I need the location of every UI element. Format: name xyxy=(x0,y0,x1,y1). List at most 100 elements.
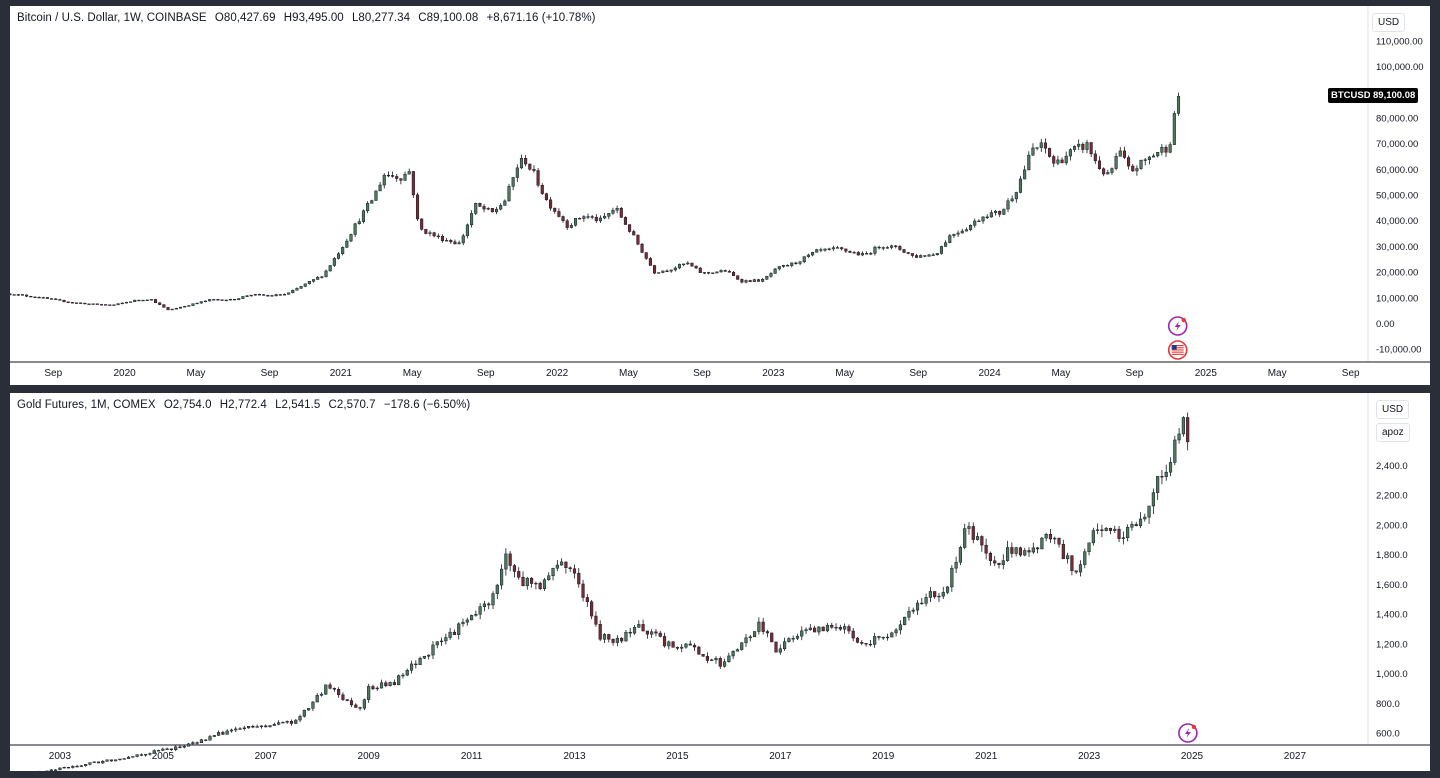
candle xyxy=(33,296,37,298)
candle xyxy=(869,252,873,256)
btc-symbol: Bitcoin / U.S. Dollar, 1W, COINBASE xyxy=(17,12,207,24)
btc-last-price-value: 89,100.08 xyxy=(1370,87,1419,103)
candle xyxy=(977,219,981,223)
candle xyxy=(557,208,561,218)
candle xyxy=(495,583,499,600)
candle xyxy=(1131,164,1135,172)
candle xyxy=(894,628,898,637)
btc-x-tick-label: 2024 xyxy=(978,368,1001,379)
candle xyxy=(898,245,902,251)
candle xyxy=(969,224,973,232)
candle xyxy=(528,163,532,171)
candle xyxy=(141,299,145,302)
candle xyxy=(761,277,765,283)
btc-y-tick-label: 10,000.00 xyxy=(1376,293,1418,304)
candle xyxy=(204,739,208,742)
btc-candles xyxy=(10,92,1181,311)
candle xyxy=(79,302,83,304)
candle xyxy=(1168,142,1172,154)
candle xyxy=(827,247,831,251)
gold-unit-button[interactable]: apoz xyxy=(1376,423,1410,442)
candle xyxy=(950,565,954,592)
candle xyxy=(470,210,474,228)
candle xyxy=(88,762,92,766)
candle xyxy=(212,735,216,737)
candle xyxy=(469,614,474,621)
candle xyxy=(673,266,677,272)
gold-x-tick-label: 2017 xyxy=(769,751,792,762)
candle xyxy=(487,602,491,610)
candle xyxy=(1085,139,1089,154)
candle xyxy=(851,628,855,642)
gold-x-tick-label: 2007 xyxy=(255,751,278,762)
candle xyxy=(105,759,109,762)
candle xyxy=(1122,146,1126,160)
candle xyxy=(170,308,174,311)
gold-y-tick-label: 2,200.0 xyxy=(1376,491,1408,502)
btc-us-flag-event-icon[interactable] xyxy=(1167,340,1188,360)
gold-x-tick-label: 2015 xyxy=(666,751,689,762)
gold-close: C2,570.7 xyxy=(328,399,376,411)
gold-currency-button[interactable]: USD xyxy=(1376,400,1410,419)
candle xyxy=(628,627,632,638)
candle xyxy=(95,303,99,305)
candle xyxy=(285,720,289,724)
btc-chart-pane[interactable]: -10,000.00 0.00 10,000.00 20,000.00 30,000.0… xyxy=(10,6,1430,385)
candle xyxy=(287,292,291,295)
candle xyxy=(407,168,411,175)
candle xyxy=(245,295,249,297)
candle xyxy=(299,286,303,289)
candle xyxy=(761,617,765,635)
candle xyxy=(920,597,924,605)
candle xyxy=(1052,154,1056,168)
candle xyxy=(75,764,79,768)
candle xyxy=(658,630,662,638)
candle xyxy=(941,586,945,600)
candle xyxy=(988,551,993,566)
candle xyxy=(99,304,104,306)
btc-currency-button[interactable]: USD xyxy=(1372,13,1406,32)
candle xyxy=(391,171,395,178)
candle xyxy=(590,214,594,220)
candle xyxy=(272,722,276,726)
candle xyxy=(71,765,75,769)
candle xyxy=(881,246,885,251)
candle xyxy=(1064,151,1068,166)
candle xyxy=(702,272,706,275)
candle xyxy=(898,620,902,635)
candle xyxy=(532,165,536,173)
candle xyxy=(714,656,718,664)
candle xyxy=(637,620,641,629)
candle xyxy=(74,302,79,304)
candle xyxy=(1081,142,1085,153)
candle xyxy=(1118,147,1122,157)
btc-lightning-event-icon[interactable] xyxy=(1167,316,1188,336)
candle xyxy=(1134,521,1138,527)
btc-chart-svg[interactable]: -10,000.00 0.00 10,000.00 20,000.00 30,000.0… xyxy=(10,6,1430,385)
candle xyxy=(952,233,956,239)
candle xyxy=(145,299,149,301)
candle xyxy=(436,233,440,239)
gold-lightning-event-icon[interactable] xyxy=(1178,723,1198,743)
candle xyxy=(379,679,384,689)
candle xyxy=(1126,524,1130,542)
candle xyxy=(848,250,852,254)
candle xyxy=(1014,191,1018,203)
candle xyxy=(847,624,851,634)
candle xyxy=(452,629,456,635)
candle xyxy=(960,228,964,234)
candle xyxy=(241,296,245,299)
candle xyxy=(1087,542,1091,556)
candle xyxy=(424,229,428,235)
btc-y-tick-label: 110,000.00 xyxy=(1376,36,1423,47)
candle xyxy=(624,629,628,642)
candle xyxy=(315,693,319,703)
candle xyxy=(910,253,914,258)
candle xyxy=(565,219,569,230)
candle xyxy=(229,728,234,733)
candle xyxy=(428,230,432,237)
gold-chart-svg[interactable]: 600.0 800.0 1,000.0 1,200.0 1,400.0 1,600.0 1,… xyxy=(10,393,1430,771)
candle xyxy=(199,301,203,304)
gold-chart-pane[interactable]: 600.0 800.0 1,000.0 1,200.0 1,400.0 1,600.0 1,… xyxy=(10,393,1430,771)
candle xyxy=(544,192,548,201)
